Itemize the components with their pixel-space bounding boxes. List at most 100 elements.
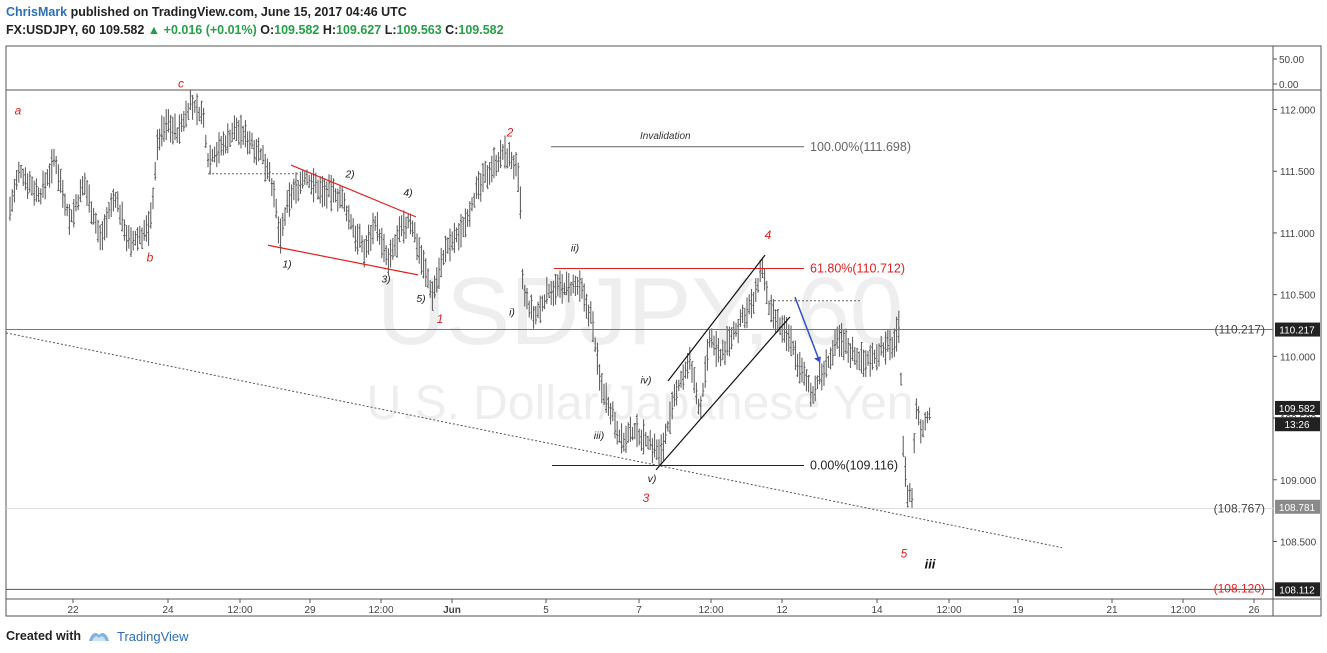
ohlc-bar [523, 284, 526, 307]
ohlc-bar [101, 221, 104, 251]
ohlc-bar [809, 382, 812, 407]
ohlc-bar [484, 160, 487, 183]
ohlc-bar [495, 154, 498, 177]
ohlc-bar [910, 488, 914, 508]
ohlc-bar [74, 194, 78, 212]
ohlc-bar [569, 281, 573, 296]
ohlc-bar [19, 165, 23, 179]
ohlc-bar [72, 198, 75, 228]
time-tick-label: 12:00 [368, 605, 393, 616]
ohlc-bar [70, 209, 73, 223]
ohlc-bar [52, 148, 56, 167]
ohlc-bar [149, 202, 152, 229]
ohlc-bar [99, 224, 102, 251]
wave-label-black: 4) [403, 187, 412, 199]
ohlc-bar [15, 169, 18, 190]
ohlc-bar [407, 214, 410, 229]
ohlc-bar [745, 297, 749, 329]
ohlc-bar [235, 117, 238, 142]
ohlc-bar [367, 224, 370, 255]
ohlc-bar [486, 165, 489, 189]
ohlc-bar [644, 431, 647, 447]
price-chart[interactable]: USDJPY, 60 U.S. Dollar/Japanese Yen (110.… [0, 44, 1327, 624]
ohlc-bar [239, 114, 243, 149]
ohlc-bar [666, 421, 669, 432]
ohlc-bar [473, 192, 476, 208]
ohlc-bar [605, 382, 608, 413]
ohlc-bar [554, 273, 557, 305]
ohlc-bar [66, 203, 69, 217]
ohlc-bar [510, 151, 513, 169]
ohlc-bar [677, 379, 680, 392]
ohlc-bar [660, 434, 663, 465]
arrow-head-icon [814, 356, 821, 363]
ohlc-bar [336, 188, 339, 212]
indicator-tick-label: 0.00 [1279, 80, 1299, 91]
wave-label-red: c [178, 76, 184, 90]
ohlc-bar [532, 306, 535, 329]
ohlc-bar [884, 331, 887, 365]
ohlc-bar [143, 219, 146, 241]
ohlc-bar [873, 349, 876, 364]
wave-label-red: 3 [643, 491, 650, 505]
ohlc-bar [877, 343, 881, 367]
ohlc-bar [587, 304, 590, 327]
ohlc-bar [400, 215, 403, 237]
ohlc-bar [499, 139, 502, 169]
ohlc-bar [35, 178, 38, 202]
watermark-symbol: USDJPY, 60 [377, 258, 904, 365]
price-tag: 108.781 [1275, 499, 1320, 514]
ohlc-bar [418, 237, 421, 264]
ohlc-bar [609, 403, 612, 425]
ohlc-bar [37, 187, 40, 203]
author-link[interactable]: ChrisMark [6, 5, 68, 19]
price-tag-label: 110.217 [1279, 326, 1315, 337]
tradingview-logo-icon [89, 633, 110, 641]
wave-label-black: 1) [282, 258, 291, 270]
time-tick-label: 24 [162, 605, 174, 616]
ohlc-bar [598, 364, 601, 391]
ohlc-bar [378, 229, 381, 245]
ohlc-bar [798, 351, 801, 384]
ohlc-bar [563, 282, 566, 295]
ohlc-bar [759, 259, 762, 282]
ohlc-bar [508, 142, 511, 167]
ohlc-bar [811, 386, 815, 404]
ohlc-bar [653, 433, 656, 458]
price-tick-label: 109.000 [1280, 476, 1317, 487]
ohlc-bar [679, 370, 683, 388]
channel-lower-line [655, 316, 791, 471]
ohlc-bar [107, 202, 111, 220]
ohlc-bar [272, 180, 276, 208]
ohlc-bar [550, 280, 553, 306]
time-axis: 22 24 12:00 29 12:00 Jun 5 7 12:00 12 14 12:00 19 21 1… [67, 599, 1260, 616]
symbol-name: FX:USDJPY, 60 [6, 23, 96, 37]
ohlc-bar [147, 211, 150, 246]
ohlc-bar [466, 209, 469, 227]
ohlc-bar [789, 325, 793, 357]
ohlc-bar [792, 340, 795, 356]
footer: Created with TradingView [6, 626, 189, 646]
ohlc-bar [717, 337, 720, 363]
tradingview-brand-link[interactable]: TradingView [117, 628, 189, 644]
ohlc-bar [539, 295, 542, 324]
ohlc-bar [39, 188, 42, 205]
ohlc-bar [913, 433, 916, 454]
ohlc-bar [536, 301, 540, 319]
high-value: 109.627 [336, 23, 382, 37]
ohlc-bar [387, 248, 390, 275]
chart-frame [5, 45, 1322, 617]
chart-border [5, 45, 1322, 617]
ohlc-bar [730, 327, 733, 350]
ohlc-bar [754, 278, 757, 302]
low-label: L: [384, 23, 397, 37]
ohlc-bar [374, 215, 377, 231]
wave-label-final: iii [925, 557, 936, 572]
ohlc-bar [138, 225, 141, 245]
ohlc-bar [44, 172, 47, 200]
ohlc-bar [475, 176, 478, 199]
ohlc-bar [440, 247, 443, 278]
ohlc-bar [352, 218, 355, 238]
ohlc-bar [182, 111, 185, 132]
ohlc-bar [633, 423, 636, 440]
